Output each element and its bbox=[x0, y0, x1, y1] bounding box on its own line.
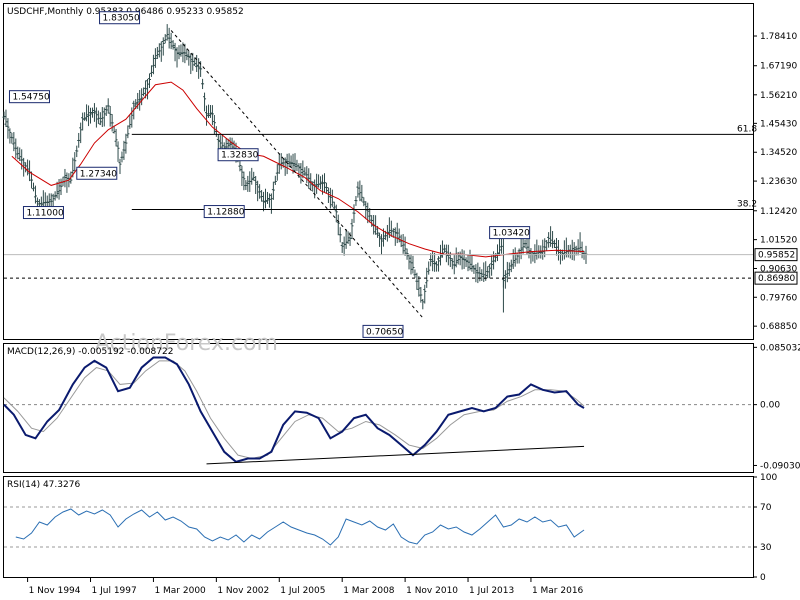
price-label-box bbox=[203, 205, 245, 219]
x-axis-label: 1 Nov 1994 bbox=[29, 586, 81, 596]
price-label-text: 1.12880 bbox=[207, 208, 244, 218]
price-trendline bbox=[170, 30, 424, 319]
price-axis-label: 1.01520 bbox=[760, 236, 797, 246]
rsi-axis-label: 100 bbox=[760, 473, 777, 483]
price-label-text: 1.03420 bbox=[493, 229, 530, 239]
price-label-box bbox=[217, 148, 259, 162]
price-label-box bbox=[22, 206, 64, 220]
price-level-label: 0.95852 bbox=[758, 251, 795, 261]
fibonacci-level-label: 38.2 bbox=[737, 200, 757, 210]
rsi-panel-header: RSI(14) 47.3276 bbox=[7, 480, 80, 490]
rsi-axis-label: 70 bbox=[760, 503, 772, 513]
price-axis-label: 1.34520 bbox=[760, 148, 797, 158]
price-label-text: 1.11000 bbox=[26, 209, 63, 219]
price-axis-label: 1.23630 bbox=[760, 177, 797, 187]
price-label-text: 1.27340 bbox=[80, 169, 117, 179]
macd-panel-frame bbox=[3, 343, 754, 473]
x-axis-label: 1 Nov 2010 bbox=[406, 586, 458, 596]
price-axis-label: 1.45430 bbox=[760, 119, 797, 129]
price-label-text: 1.83050 bbox=[103, 14, 140, 24]
price-label-text: 0.70650 bbox=[366, 327, 403, 337]
price-level-label: 0.86980 bbox=[758, 274, 795, 284]
rsi-plot: 100 70 30 0 bbox=[4, 473, 777, 583]
macd-line bbox=[3, 356, 585, 464]
price-panel-frame bbox=[3, 3, 754, 340]
price-axis-label: 1.78410 bbox=[760, 32, 797, 42]
price-axis-label: 1.56210 bbox=[760, 91, 797, 101]
price-label-box bbox=[8, 90, 50, 104]
macd-axis-label: 0.085032 bbox=[760, 343, 800, 353]
x-axis-label: 1 Jul 1997 bbox=[92, 586, 137, 596]
rsi-axis-label: 30 bbox=[760, 543, 772, 553]
rsi-line bbox=[15, 508, 585, 546]
price-axis-label: 1.12420 bbox=[760, 207, 797, 217]
price-axis-label: 0.79760 bbox=[760, 293, 797, 303]
x-axis-label: 1 Jul 2013 bbox=[469, 586, 514, 596]
macd-axis-label: 0.00 bbox=[760, 401, 780, 411]
price-label-box bbox=[362, 324, 404, 338]
x-axis-label: 1 Mar 2016 bbox=[532, 586, 584, 596]
x-axis: 1 Nov 1994 1 Jul 1997 1 Mar 2000 1 Nov 2002… bbox=[27, 577, 584, 596]
x-axis-label: 1 Mar 2008 bbox=[343, 586, 395, 596]
x-axis-label: 1 Mar 2000 bbox=[154, 586, 206, 596]
price-axis-label: 0.90630 bbox=[760, 264, 797, 274]
x-axis-label: 1 Jul 2005 bbox=[280, 586, 325, 596]
price-label-box bbox=[76, 166, 118, 180]
x-axis-label: 1 Nov 2002 bbox=[217, 586, 269, 596]
rsi-axis-label: 0 bbox=[760, 573, 766, 583]
fibonacci-level-label: 61.8 bbox=[737, 124, 757, 134]
price-label-box bbox=[489, 226, 531, 240]
watermark: ActionForex.com bbox=[95, 331, 278, 356]
price-axis-label: 0.68850 bbox=[760, 322, 797, 332]
price-label-text: 1.54750 bbox=[12, 93, 49, 103]
macd-trendline bbox=[206, 445, 585, 465]
macd-panel-header: MACD(12,26,9) -0.005192 -0.008722 bbox=[7, 347, 173, 357]
price-level-box bbox=[754, 271, 798, 285]
price-axis-label: 1.67190 bbox=[760, 62, 797, 72]
macd-axis-label: -0.090302 bbox=[760, 461, 800, 471]
macd-plot: 0.085032 0.00 -0.090302 bbox=[3, 343, 800, 471]
price-level-box bbox=[754, 248, 798, 262]
price-label-text: 1.32830 bbox=[221, 151, 258, 161]
rsi-panel-frame bbox=[3, 476, 754, 578]
price-plot: 1.78410 1.67190 1.56210 1.45430 1.34520 1.236… bbox=[2, 11, 798, 338]
price-label-box bbox=[99, 11, 141, 25]
